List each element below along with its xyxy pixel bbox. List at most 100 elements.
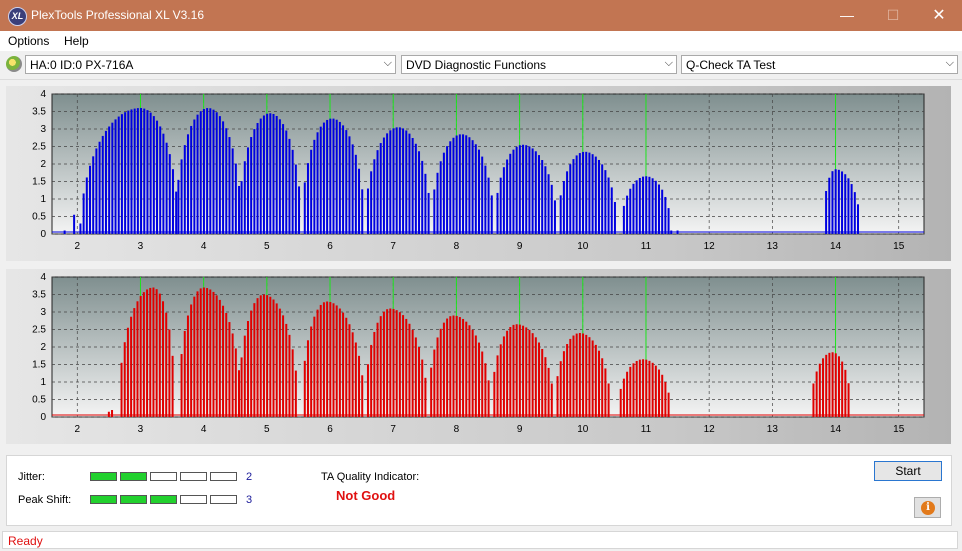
data-bar <box>266 295 269 417</box>
data-bar <box>834 353 837 417</box>
data-bar <box>319 126 322 234</box>
data-bar <box>183 330 186 417</box>
data-bar <box>398 312 401 417</box>
menu-options[interactable]: Options <box>8 34 50 48</box>
peak-shift-chart: 0 0.5 1 1.5 2 2.5 3 3.5 4 2 3 4 5 6 7 8 9 10 11 12 13 14 15 <box>32 272 925 435</box>
data-bar <box>82 193 85 234</box>
data-bar <box>402 315 405 417</box>
data-bar <box>152 287 155 417</box>
data-bar <box>288 138 291 234</box>
data-bar <box>278 119 281 234</box>
y-tick-label: 0.5 <box>32 395 46 406</box>
data-bar <box>582 151 585 234</box>
data-bar <box>661 374 664 417</box>
data-bar <box>537 155 540 234</box>
data-bar <box>329 118 332 234</box>
data-bar <box>199 288 202 417</box>
data-bar <box>222 305 225 417</box>
data-bar <box>146 289 149 417</box>
y-tick-label: 3 <box>40 124 46 135</box>
data-bar <box>481 156 484 234</box>
data-bar <box>354 154 357 234</box>
x-tick-label: 7 <box>390 241 396 252</box>
data-bar <box>664 381 667 417</box>
function-select[interactable]: DVD Diagnostic Functions ⌵ <box>401 55 677 74</box>
data-bar <box>506 330 509 417</box>
minimize-button[interactable]: — <box>840 7 854 23</box>
data-bar <box>108 126 111 234</box>
data-bar <box>597 159 600 234</box>
data-bar <box>186 315 189 417</box>
data-bar <box>386 309 389 417</box>
data-bar <box>442 322 445 417</box>
start-button[interactable]: Start <box>874 461 942 481</box>
data-bar <box>278 308 281 417</box>
data-bar <box>818 363 821 417</box>
data-bar <box>578 333 581 417</box>
data-bar <box>196 291 199 417</box>
data-bar <box>837 356 840 417</box>
data-bar <box>604 368 607 417</box>
data-bar <box>812 383 815 417</box>
data-bar <box>162 133 165 234</box>
peak-shift-meter-segment <box>180 495 207 504</box>
close-button[interactable]: ✕ <box>932 7 946 24</box>
x-tick-label: 12 <box>704 424 716 435</box>
data-bar <box>389 308 392 417</box>
jitter-meter-segment <box>90 472 117 481</box>
maximize-button[interactable]: ☐ <box>886 7 900 23</box>
y-tick-label: 1 <box>40 377 46 388</box>
data-bar <box>89 165 92 234</box>
data-bar <box>487 177 490 234</box>
data-bar <box>825 190 828 234</box>
data-bar <box>493 371 496 417</box>
jitter-meter-segment <box>120 472 147 481</box>
drive-select-value: HA:0 ID:0 PX-716A <box>30 58 134 72</box>
data-bar <box>484 363 487 417</box>
x-tick-label: 8 <box>454 424 460 435</box>
data-bar <box>594 344 597 417</box>
data-bar <box>607 383 610 417</box>
y-tick-label: 0 <box>40 229 46 240</box>
data-bar <box>120 114 123 234</box>
data-bar <box>136 301 139 417</box>
data-bar <box>667 208 670 234</box>
jitter-chart: 0 0.5 1 1.5 2 2.5 3 3.5 4 2 3 4 5 6 7 8 9 10 11 12 13 14 15 <box>32 89 925 252</box>
data-bar <box>266 113 269 234</box>
menu-help[interactable]: Help <box>64 34 89 48</box>
data-bar <box>661 189 664 234</box>
data-bar <box>358 355 361 417</box>
data-bar <box>664 196 667 234</box>
data-bar <box>588 152 591 234</box>
data-bar <box>202 287 205 417</box>
data-bar <box>228 322 231 417</box>
data-bar <box>326 119 329 234</box>
x-tick-label: 15 <box>893 424 905 435</box>
data-bar <box>468 137 471 234</box>
data-bar <box>361 375 364 417</box>
data-bar <box>465 135 468 234</box>
data-bar <box>515 146 518 234</box>
data-bar <box>190 125 193 234</box>
data-bar <box>256 123 259 234</box>
data-bar <box>209 289 212 417</box>
data-bar <box>648 176 651 234</box>
data-bar <box>452 137 455 234</box>
data-bar <box>632 183 635 234</box>
info-button[interactable]: i <box>914 497 941 518</box>
data-bar <box>240 181 243 234</box>
data-bar <box>499 344 502 417</box>
y-tick-label: 2 <box>40 159 46 170</box>
drive-select[interactable]: HA:0 ID:0 PX-716A ⌵ <box>25 55 396 74</box>
data-bar <box>158 293 161 417</box>
data-bar <box>481 351 484 417</box>
data-bar <box>629 188 632 234</box>
data-bar <box>462 318 465 417</box>
results-panel <box>6 455 952 526</box>
peak-shift-label: Peak Shift: <box>18 494 72 506</box>
data-bar <box>841 171 844 234</box>
y-tick-label: 1.5 <box>32 177 46 188</box>
data-bar <box>591 154 594 234</box>
data-bar <box>225 312 228 417</box>
test-select[interactable]: Q-Check TA Test ⌵ <box>681 55 958 74</box>
